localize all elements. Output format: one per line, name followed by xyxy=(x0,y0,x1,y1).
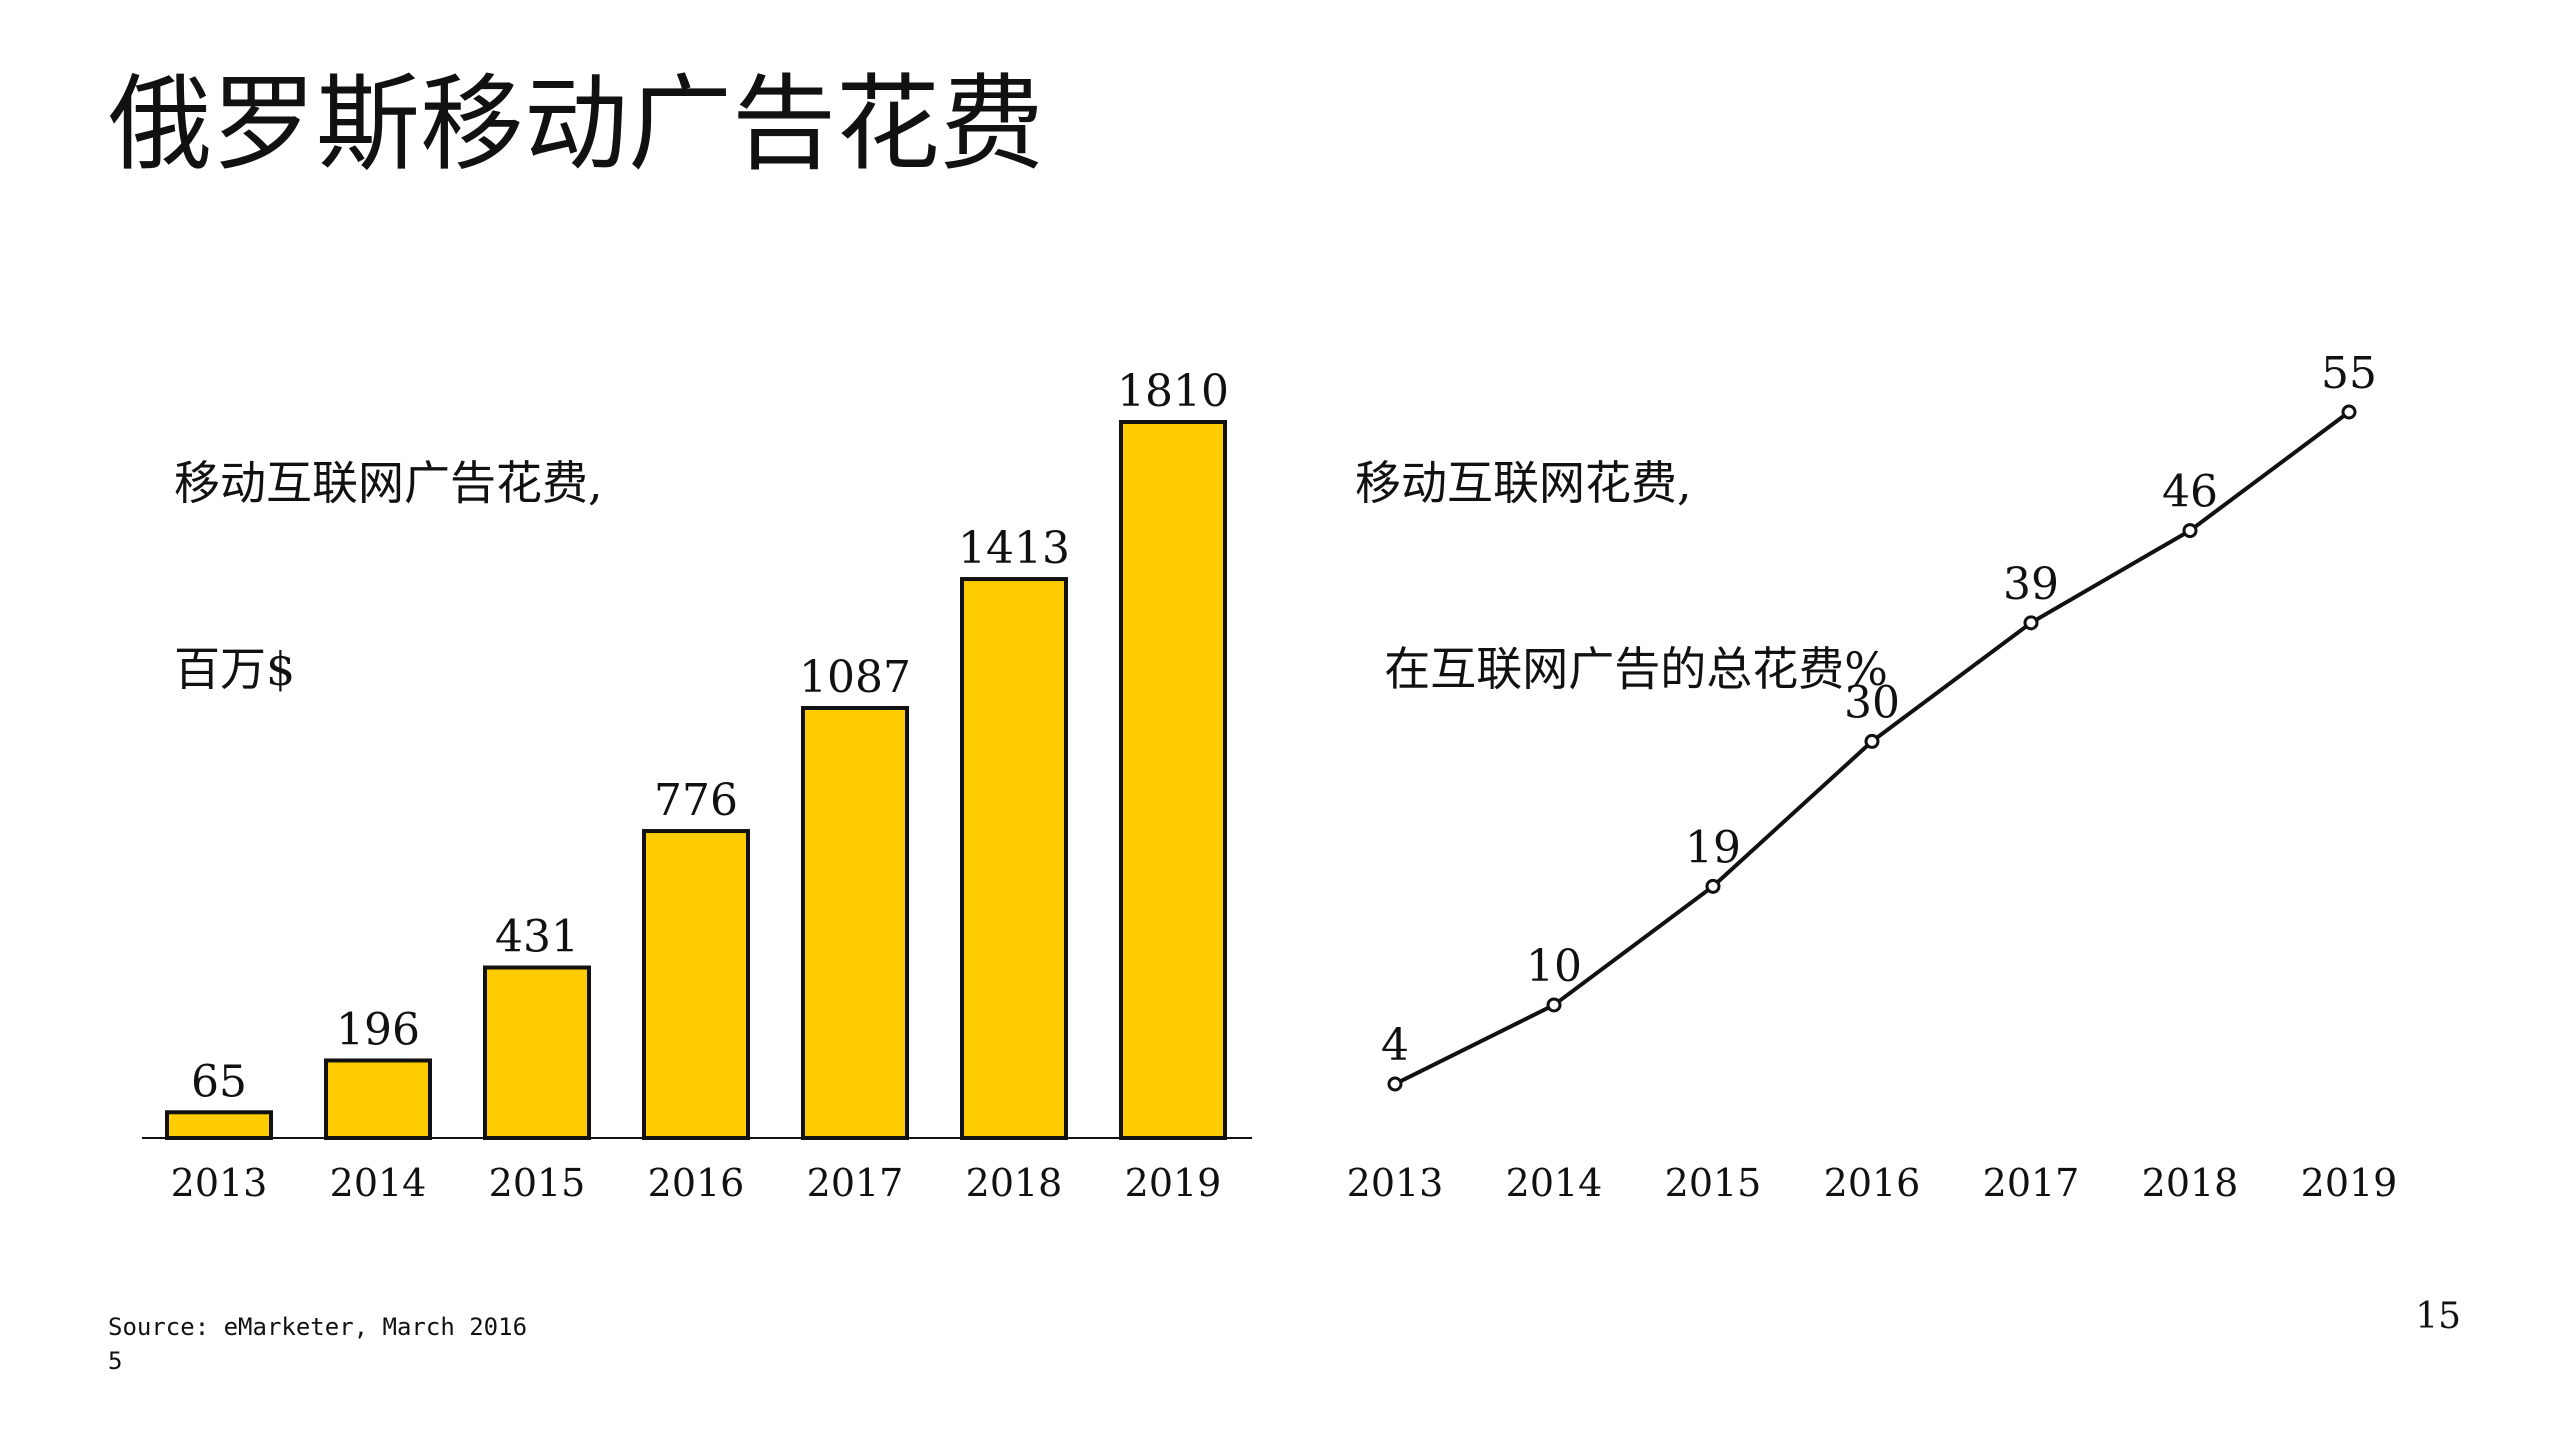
bar-chart-label-line-2: 百万$ xyxy=(174,642,296,696)
line-x-tick-2016: 2016 xyxy=(1824,1161,1921,1205)
bar-2018 xyxy=(960,577,1068,1140)
line-x-tick-2017: 2017 xyxy=(1983,1161,2080,1205)
line-point-2018 xyxy=(2182,523,2198,539)
line-value-label-2014: 10 xyxy=(1526,941,1582,992)
line-x-tick-2014: 2014 xyxy=(1506,1161,1603,1205)
bar-chart: 65 2013 196 2014 431 2015 776 2016 1087 2017 1413 2… xyxy=(142,366,1252,1205)
line-x-tick-2015: 2015 xyxy=(1665,1161,1762,1205)
line-chart-label-line-2: 在互联网广告的总花费% xyxy=(1355,642,1888,696)
line-value-label-2019: 55 xyxy=(2321,348,2377,399)
line-chart-label-line-1: 移动互联网花费, xyxy=(1355,456,1692,510)
line-point-2015 xyxy=(1705,878,1721,894)
bar-value-label-2016: 776 xyxy=(654,775,738,826)
bar-x-tick-2013: 2013 xyxy=(171,1161,268,1205)
page-number: 15 xyxy=(2415,1296,2461,1337)
line-point-2013 xyxy=(1387,1076,1403,1092)
line-x-tick-2013: 2013 xyxy=(1347,1161,1444,1205)
bar-value-label-2017: 1087 xyxy=(799,652,911,703)
bar-value-label-2015: 431 xyxy=(495,912,579,963)
bar-2016 xyxy=(642,829,750,1140)
bar-x-tick-2018: 2018 xyxy=(966,1161,1063,1205)
bar-value-label-2019: 1810 xyxy=(1117,366,1229,417)
bar-x-tick-2014: 2014 xyxy=(330,1161,427,1205)
line-point-2014 xyxy=(1546,997,1562,1013)
bar-x-tick-2019: 2019 xyxy=(1125,1161,1222,1205)
bar-2015 xyxy=(483,965,591,1140)
line-point-2016 xyxy=(1864,733,1880,749)
line-value-label-2013: 4 xyxy=(1381,1020,1409,1071)
bar-chart-label: 移动互联网广告花费, 百万$ xyxy=(174,328,603,762)
line-point-2019 xyxy=(2341,404,2357,420)
line-point-2017 xyxy=(2023,615,2039,631)
footnote-number: 5 xyxy=(108,1347,123,1375)
bar-x-tick-2017: 2017 xyxy=(807,1161,904,1205)
bar-2017 xyxy=(801,706,909,1140)
bar-value-label-2018: 1413 xyxy=(958,523,1070,574)
line-chart-label: 移动互联网花费, 在互联网广告的总花费% xyxy=(1355,328,1888,762)
page-title: 俄罗斯移动广告花费 xyxy=(108,63,1045,185)
bar-2013 xyxy=(165,1110,273,1141)
line-value-label-2015: 19 xyxy=(1685,822,1741,873)
source-text: Source: eMarketer, March 2016 xyxy=(108,1313,528,1341)
bar-2019 xyxy=(1119,420,1227,1140)
line-value-label-2016: 30 xyxy=(1844,677,1900,728)
source-note: Source: eMarketer, March 2016 5 xyxy=(108,1310,527,1378)
bar-x-tick-2016: 2016 xyxy=(648,1161,745,1205)
bar-x-tick-2015: 2015 xyxy=(489,1161,586,1205)
line-value-label-2017: 39 xyxy=(2003,559,2059,610)
line-chart: 4 2013 10 2014 19 2015 30 2016 39 2017 46 2018 55 201… xyxy=(1347,348,2398,1205)
bar-chart-label-line-1: 移动互联网广告花费, xyxy=(174,456,603,510)
bar-2014 xyxy=(324,1058,432,1141)
line-value-label-2018: 46 xyxy=(2162,467,2218,518)
line-x-tick-2019: 2019 xyxy=(2301,1161,2398,1205)
bar-value-label-2013: 65 xyxy=(191,1056,247,1107)
line-x-tick-2018: 2018 xyxy=(2142,1161,2239,1205)
bar-value-label-2014: 196 xyxy=(336,1004,420,1055)
